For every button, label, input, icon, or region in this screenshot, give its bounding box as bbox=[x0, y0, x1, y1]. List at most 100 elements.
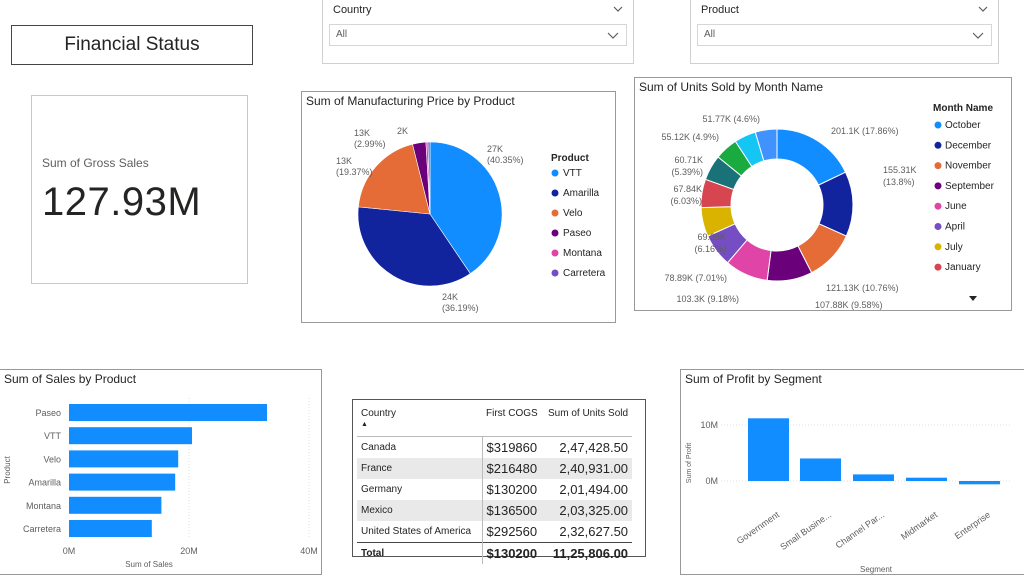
pie-legend-label: Paseo bbox=[563, 228, 592, 239]
kpi-value: 127.93M bbox=[42, 180, 202, 224]
pie-legend-title: Product bbox=[551, 153, 589, 164]
table-cell: 2,40,931.00 bbox=[544, 458, 633, 479]
col-title: Sum of Profit by Segment bbox=[685, 372, 822, 386]
pie-legend-marker bbox=[551, 249, 559, 257]
table-cell: 2,03,325.00 bbox=[544, 500, 633, 521]
table-cell: $216480 bbox=[481, 458, 544, 479]
donut-chart[interactable]: 201.1K (17.86%) 155.31K (13.8%) 121.13K (10… bbox=[635, 96, 1011, 310]
pie-legend-label: Velo bbox=[563, 208, 583, 219]
table-cell: Mexico bbox=[357, 500, 482, 521]
pie-slice[interactable] bbox=[357, 206, 471, 287]
donut-legend-label: November bbox=[945, 161, 992, 172]
bar-mark[interactable] bbox=[69, 404, 267, 421]
bar-category-label: Paseo bbox=[35, 408, 61, 418]
col-header-units-sold[interactable]: Sum of Units Sold bbox=[544, 404, 633, 437]
sales-bar-chart[interactable]: 0M 20M 40M Paseo VTT Velo Amarilla Montana Carre… bbox=[0, 388, 322, 574]
donut-data-label: 155.31K bbox=[883, 165, 917, 175]
country-dropdown[interactable]: All bbox=[329, 24, 627, 46]
gross-sales-card[interactable]: Sum of Gross Sales 127.93M bbox=[31, 95, 248, 284]
bar-mark[interactable] bbox=[69, 473, 176, 491]
product-dropdown[interactable]: All bbox=[697, 24, 992, 46]
donut-data-label: 69.35K bbox=[697, 232, 726, 242]
table-cell: United States of America bbox=[361, 526, 472, 537]
chevron-down-icon[interactable] bbox=[606, 28, 620, 42]
legend-scroll-down-icon[interactable] bbox=[969, 296, 977, 301]
col-mark[interactable] bbox=[906, 477, 947, 481]
table-cell: 2,47,428.50 bbox=[559, 440, 629, 455]
donut-legend-marker bbox=[934, 223, 942, 230]
pie-data-label: 24K bbox=[442, 292, 458, 302]
donut-data-label: 51.77K (4.6%) bbox=[702, 114, 760, 124]
sort-ascending-icon[interactable]: ▲ bbox=[361, 421, 368, 428]
pie-legend-label: Montana bbox=[563, 248, 602, 259]
sales-by-product-card[interactable]: Sum of Sales by Product 0M 20M 40M Paseo VTT… bbox=[0, 369, 322, 575]
col-mark[interactable] bbox=[959, 481, 1000, 485]
manufacturing-price-pie-card[interactable]: Sum of Manufacturing Price by Product 27… bbox=[301, 91, 616, 323]
donut-legend-label: December bbox=[945, 140, 992, 151]
col-mark[interactable] bbox=[853, 474, 894, 481]
pie-data-label: 2K bbox=[397, 126, 408, 136]
table-cell: Canada bbox=[361, 442, 397, 453]
pie-slice[interactable] bbox=[429, 141, 503, 275]
table-cell: $130200 bbox=[481, 542, 544, 564]
col-category-label: Government bbox=[735, 509, 782, 546]
col-mark[interactable] bbox=[800, 458, 841, 481]
donut-data-label: (6.03%) bbox=[670, 196, 702, 206]
bar-mark[interactable] bbox=[69, 450, 179, 468]
table-cell: France bbox=[357, 458, 482, 479]
table-row[interactable]: Canada $319860 2,47,428.50 bbox=[357, 436, 632, 458]
pie-data-label: 13K bbox=[354, 128, 370, 138]
pie-legend-label: Amarilla bbox=[563, 188, 600, 199]
bar-category-label: Carretera bbox=[23, 524, 61, 534]
table-cell: 2,01,494.00 bbox=[559, 482, 629, 497]
chevron-down-icon[interactable] bbox=[611, 2, 625, 16]
donut-legend-marker bbox=[934, 162, 942, 170]
donut-data-label: 60.71K bbox=[674, 155, 703, 165]
product-slicer[interactable]: Product All bbox=[690, 0, 999, 64]
table-row[interactable]: France $216480 2,40,931.00 bbox=[357, 458, 633, 479]
bar-mark[interactable] bbox=[69, 496, 162, 514]
pie-slice[interactable] bbox=[358, 143, 431, 215]
col-y-axis-title: Sum of Profit bbox=[686, 443, 693, 484]
donut-data-label: (5.39%) bbox=[671, 167, 703, 177]
bar-mark[interactable] bbox=[69, 427, 192, 445]
pie-data-label: 13K bbox=[336, 156, 352, 166]
donut-slice[interactable] bbox=[754, 128, 778, 162]
pie-chart[interactable]: 27K(40.35%)24K(36.19%)13K(19.37%)13K(2.9… bbox=[302, 112, 615, 322]
pie-title: Sum of Manufacturing Price by Product bbox=[306, 94, 515, 108]
table-cell: $319860 bbox=[481, 436, 544, 458]
table-total-row: Total $130200 11,25,806.00 bbox=[357, 542, 633, 564]
col-x-axis-title: Segment bbox=[860, 565, 893, 574]
donut-legend-marker bbox=[934, 263, 942, 271]
pie-data-label: (36.19%) bbox=[442, 303, 479, 313]
units-sold-donut-card[interactable]: Sum of Units Sold by Month Name 201.1K (… bbox=[634, 77, 1012, 311]
country-table-card[interactable]: Country ▲ First COGS Sum of Units Sold C… bbox=[352, 399, 646, 564]
country-selected-value: All bbox=[336, 29, 348, 40]
donut-legend-label: July bbox=[945, 242, 963, 253]
table-row[interactable]: Mexico $136500 2,03,325.00 bbox=[357, 500, 633, 521]
table-row[interactable]: United States of America $292560 2,32,62… bbox=[357, 521, 632, 543]
col-header-country[interactable]: Country ▲ bbox=[357, 404, 482, 437]
pie-legend-marker bbox=[551, 229, 559, 237]
donut-legend-label: June bbox=[945, 201, 967, 212]
donut-data-label: (6.16%) bbox=[694, 244, 726, 254]
profit-by-segment-card[interactable]: Sum of Profit by Segment 10M 0M Government… bbox=[680, 369, 1024, 575]
donut-data-label: (13.8%) bbox=[883, 177, 915, 187]
col-y-tick: 0M bbox=[705, 476, 718, 486]
col-header-first-cogs[interactable]: First COGS bbox=[482, 404, 544, 437]
col-category-label: Midmarket bbox=[899, 509, 940, 542]
chevron-down-icon[interactable] bbox=[976, 2, 990, 16]
bar-title: Sum of Sales by Product bbox=[4, 372, 137, 386]
pie-slice[interactable] bbox=[427, 141, 431, 215]
bar-mark[interactable] bbox=[69, 520, 152, 537]
col-mark[interactable] bbox=[748, 418, 789, 481]
bar-x-tick: 20M bbox=[180, 546, 198, 556]
bar-category-label: Montana bbox=[26, 501, 61, 511]
country-slicer[interactable]: Country All bbox=[322, 0, 634, 64]
pie-data-label: (2.99%) bbox=[354, 139, 386, 149]
donut-data-label: 107.88K (9.58%) bbox=[815, 300, 883, 310]
bar-x-tick: 0M bbox=[63, 546, 76, 556]
chevron-down-icon[interactable] bbox=[971, 28, 985, 42]
table-row[interactable]: Germany $130200 2,01,494.00 bbox=[357, 479, 632, 500]
